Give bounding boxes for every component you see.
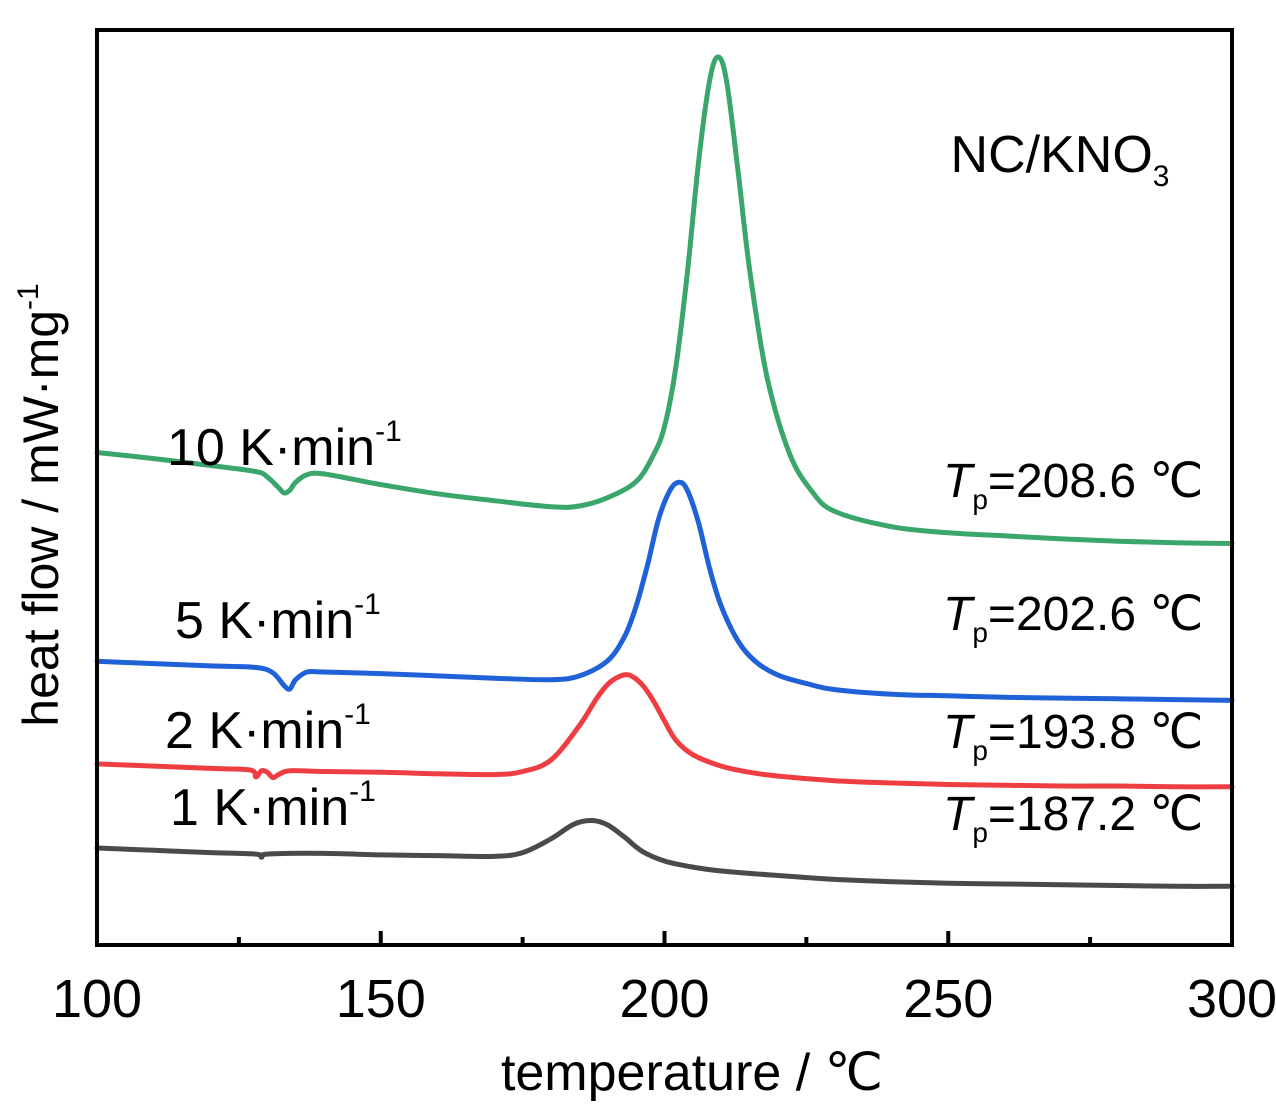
peak-temperature-label-1: Tp=202.6 ℃: [943, 588, 1203, 648]
series-label-2: 2 K·min-1: [165, 698, 371, 760]
peak-temperature-label-0: Tp=208.6 ℃: [943, 455, 1203, 515]
series-label-0: 10 K·min-1: [167, 415, 402, 477]
x-axis-ticks: [236, 931, 1093, 945]
x-tick-label: 150: [336, 969, 426, 1029]
series-line-3: [94, 817, 1235, 889]
x-tick-label: 200: [619, 969, 709, 1029]
series-label-3: 1 K·min-1: [170, 775, 376, 837]
chart-title: NC/KNO3: [951, 126, 1170, 193]
x-tick-label: 100: [52, 969, 142, 1029]
series-line-2: [94, 672, 1235, 790]
x-tick-label: 300: [1187, 969, 1276, 1029]
text-layer: 100 150 200 250 300 temperature / ℃ heat flow …: [12, 126, 1276, 1102]
x-axis-label: temperature / ℃: [501, 1044, 883, 1102]
peak-temperature-label-3: Tp=187.2 ℃: [943, 788, 1203, 848]
series-layer: [94, 54, 1235, 889]
peak-temperature-label-2: Tp=193.8 ℃: [943, 706, 1203, 766]
series-line-0: [94, 54, 1235, 546]
series-label-1: 5 K·min-1: [175, 588, 381, 650]
y-axis-label: heat flow / mW·mg-1: [12, 283, 69, 726]
x-tick-label: 250: [903, 969, 993, 1029]
series-line-1: [94, 479, 1235, 703]
